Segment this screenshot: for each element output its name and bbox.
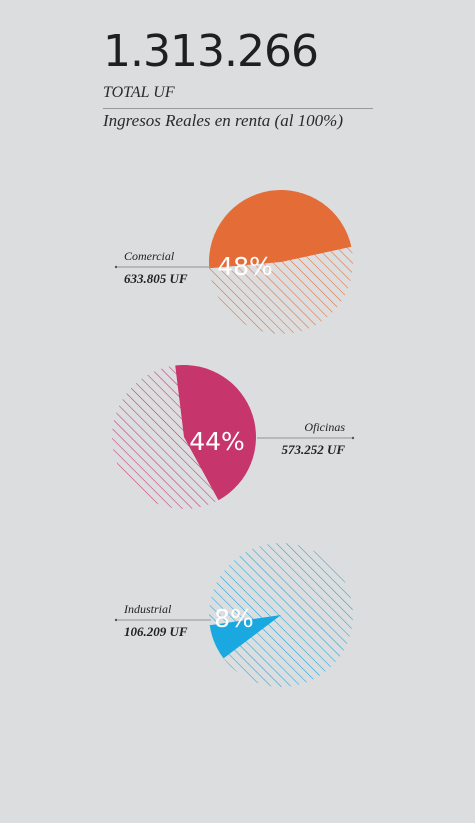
- pie-value-slice: [175, 365, 256, 501]
- category-value-label: 633.805 UF: [124, 271, 188, 286]
- pie-percent-label: 8%: [214, 604, 254, 633]
- header-divider: [103, 108, 373, 109]
- category-label: Industrial: [123, 602, 172, 616]
- total-unit: TOTAL UF: [103, 84, 175, 101]
- category-label: Comercial: [124, 249, 175, 263]
- category-value-label: 573.252 UF: [281, 442, 345, 457]
- subtitle: Ingresos Reales en renta (al 100%): [103, 111, 343, 130]
- header: 1.313.266 TOTAL UF Ingresos Reales en re…: [103, 30, 373, 131]
- total-value: 1.313.266: [103, 26, 319, 77]
- pie-value-slice: [209, 615, 281, 659]
- category-value-label: 106.209 UF: [124, 624, 188, 639]
- pie-percent-label: 44%: [189, 427, 245, 456]
- leader-dot: [114, 618, 118, 622]
- pie-oficinas: 44% Oficinas 573.252 UF: [112, 365, 355, 509]
- pie-percent-label: 48%: [217, 252, 273, 281]
- category-label: Oficinas: [304, 420, 345, 434]
- leader-dot: [114, 265, 118, 269]
- pie-comercial: 48% Comercial 633.805 UF: [114, 189, 353, 334]
- leader-dot: [351, 436, 355, 440]
- pie-value-slice: [208, 189, 352, 269]
- pie-industrial: 8% Industrial 106.209 UF: [114, 543, 353, 687]
